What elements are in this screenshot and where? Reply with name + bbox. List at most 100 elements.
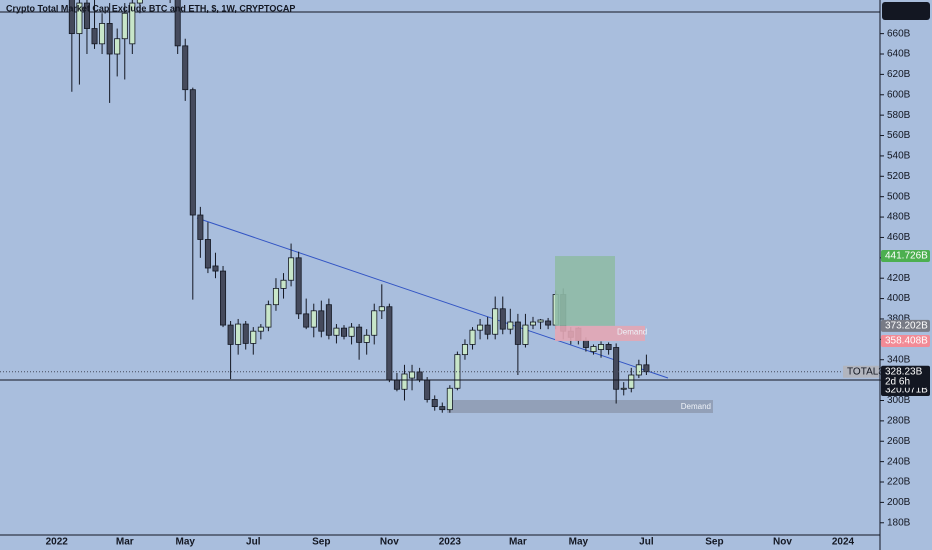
price-label: 320.071B <box>885 385 928 396</box>
candle-body <box>363 334 370 343</box>
x-tick-label: May <box>176 537 196 548</box>
y-tick-label: 400B <box>887 293 911 304</box>
x-tick-label: Nov <box>380 537 399 548</box>
candle-body <box>605 344 612 350</box>
symbol-label: TOTAL3 <box>847 366 884 377</box>
x-tick-label: Mar <box>509 537 527 548</box>
candle-body <box>212 265 219 272</box>
candle-body <box>99 23 106 45</box>
zone-label: Demand <box>617 328 647 337</box>
candle-body <box>295 257 302 315</box>
candle-body <box>182 45 189 91</box>
candle-body <box>106 23 113 55</box>
candle-body <box>250 330 257 344</box>
candle-body <box>242 323 249 344</box>
candle-body <box>582 339 589 348</box>
candle-body <box>424 379 431 400</box>
price-label-box <box>881 334 930 347</box>
candle-body <box>386 306 393 381</box>
candle-body <box>439 406 446 411</box>
candle-body <box>136 0 143 4</box>
candle-body <box>454 354 461 389</box>
trend-line <box>196 217 669 379</box>
symbol-box <box>843 365 879 378</box>
candle-body <box>469 329 476 345</box>
y-tick-label: 600B <box>887 89 911 100</box>
price-label-box <box>881 319 930 332</box>
last-price-box <box>881 365 930 388</box>
x-tick-label: 2023 <box>439 537 462 548</box>
y-tick-label: 220B <box>887 477 911 488</box>
candle-body <box>272 287 279 306</box>
candle-body <box>537 319 544 323</box>
candle-body <box>628 374 635 389</box>
candle-body <box>257 326 264 332</box>
candle-body <box>598 344 605 350</box>
y-tick-label: 660B <box>887 28 911 39</box>
candle-body <box>227 324 234 345</box>
candle-body <box>356 326 363 343</box>
candle-body <box>310 310 317 328</box>
candle-body <box>499 308 506 330</box>
y-tick-label: 480B <box>887 212 911 223</box>
candle-body <box>401 373 408 390</box>
y-tick-label: 420B <box>887 273 911 284</box>
y-tick-label: 180B <box>887 517 911 528</box>
candle-body <box>484 324 491 335</box>
candle-body <box>431 399 438 408</box>
candle-body <box>83 2 90 29</box>
y-tick-label: 300B <box>887 395 911 406</box>
candle-body <box>114 38 121 55</box>
y-tick-label: 280B <box>887 416 911 427</box>
candle-body <box>265 304 272 328</box>
candle-body <box>235 323 242 345</box>
y-tick-label: 500B <box>887 191 911 202</box>
x-tick-label: Jul <box>639 537 654 548</box>
y-tick-label: 520B <box>887 171 911 182</box>
y-tick-label: 560B <box>887 130 911 141</box>
chart-title: Crypto Total Market Cap Exclude BTC and … <box>6 3 295 13</box>
y-tick-label: 640B <box>887 49 911 60</box>
candle-body <box>303 313 310 328</box>
candle-body <box>174 0 181 47</box>
countdown-label: 2d 6h <box>885 376 910 387</box>
x-tick-label: May <box>569 537 589 548</box>
toolbar-button[interactable] <box>882 2 930 20</box>
candles <box>68 0 650 413</box>
target-zone <box>555 256 615 326</box>
candle-body <box>393 379 400 390</box>
candle-body <box>378 306 385 312</box>
candle-body <box>613 347 620 390</box>
candle-body <box>197 214 204 240</box>
candle-body <box>318 310 325 332</box>
candle-body <box>288 257 295 281</box>
candle-body <box>446 387 453 411</box>
candle-body <box>348 326 355 337</box>
y-tick-label: 340B <box>887 354 911 365</box>
y-tick-label: 460B <box>887 232 911 243</box>
candle-body <box>635 364 642 376</box>
candle-body <box>643 364 650 373</box>
zone-label: Demand <box>681 402 711 411</box>
y-tick-label: 240B <box>887 456 911 467</box>
stop-zone <box>555 325 645 341</box>
y-tick-label: 540B <box>887 151 911 162</box>
last-price-label: 328.23B <box>885 366 923 377</box>
candle-body <box>121 12 128 40</box>
candle-body <box>333 327 340 336</box>
price-label-box <box>881 250 930 263</box>
candle-body <box>590 346 597 352</box>
y-tick-label: 620B <box>887 69 911 80</box>
price-label: 358.408B <box>885 336 928 347</box>
price-label: 441.726B <box>885 251 928 262</box>
x-tick-label: 2022 <box>46 537 69 548</box>
x-tick-label: Sep <box>705 537 723 548</box>
candle-body <box>530 321 537 326</box>
x-tick-label: Jul <box>246 537 261 548</box>
x-tick-label: Nov <box>773 537 792 548</box>
x-tick-label: Mar <box>116 537 134 548</box>
candle-body <box>461 344 468 356</box>
candle-body <box>416 371 423 381</box>
candle-body <box>280 279 287 289</box>
